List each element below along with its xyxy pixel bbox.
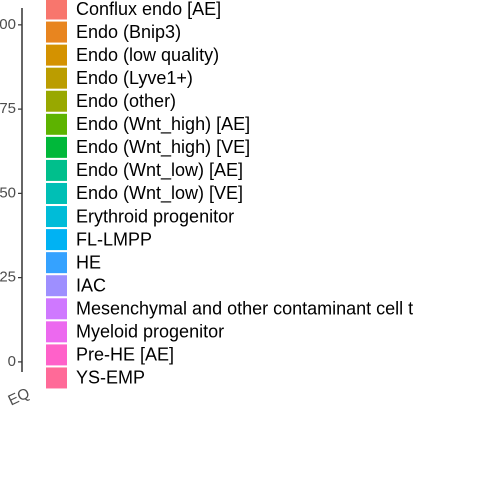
y-tick-label: 100: [0, 16, 16, 33]
legend-label: Conflux endo [AE]: [76, 0, 221, 19]
legend-swatch: [46, 159, 67, 181]
y-tick-label: 75: [0, 100, 16, 117]
legend-label: Endo (Lyve1+): [76, 68, 193, 88]
legend-label: Myeloid progenitor: [76, 322, 224, 342]
legend-swatch: [46, 229, 67, 251]
legend-swatch: [46, 0, 67, 20]
legend-label: Endo (low quality): [76, 45, 219, 65]
legend-swatch: [46, 44, 67, 66]
legend-swatch: [46, 275, 67, 297]
legend-label: Endo (other): [76, 91, 176, 111]
legend-label: Endo (Bnip3): [76, 22, 181, 42]
legend-label: Pre-HE [AE]: [76, 345, 174, 365]
legend-label: YS-EMP: [76, 368, 145, 388]
legend-label: Endo (Wnt_low) [VE]: [76, 183, 243, 204]
y-tick-label: 50: [0, 184, 16, 201]
legend-swatch: [46, 67, 67, 89]
legend-swatch: [46, 113, 67, 135]
legend-swatch: [46, 136, 67, 158]
legend-label: Erythroid progenitor: [76, 206, 234, 226]
legend-swatch: [46, 182, 67, 204]
legend-label: HE: [76, 252, 101, 272]
legend-swatch: [46, 21, 67, 43]
y-tick-label: 25: [0, 269, 16, 286]
legend-label: Endo (Wnt_high) [AE]: [76, 114, 250, 135]
legend-swatch: [46, 90, 67, 112]
legend-label: Mesenchymal and other contaminant cell t: [76, 299, 413, 319]
y-tick-label: 0: [8, 353, 16, 370]
legend-label: Endo (Wnt_high) [VE]: [76, 137, 250, 158]
legend-swatch: [46, 344, 67, 366]
legend-swatch: [46, 367, 67, 389]
legend-label: Endo (Wnt_low) [AE]: [76, 160, 243, 181]
legend-swatch: [46, 252, 67, 274]
legend-swatch: [46, 206, 67, 228]
legend-label: FL-LMPP: [76, 229, 152, 249]
legend-label: IAC: [76, 275, 106, 295]
legend-swatch: [46, 298, 67, 320]
legend-swatch: [46, 321, 67, 343]
x-tick-label: EQ: [6, 385, 33, 410]
